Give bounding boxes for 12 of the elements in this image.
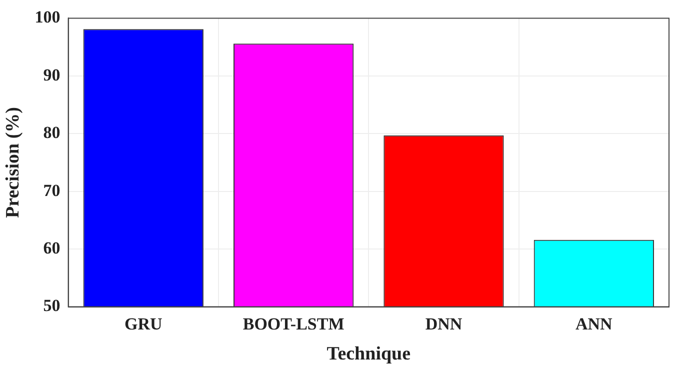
y-tick-label: 80	[43, 123, 60, 142]
x-tick-label: DNN	[425, 314, 463, 334]
y-tick-label: 70	[43, 180, 60, 200]
y-tick-label: 60	[43, 238, 60, 258]
y-tick-label: 90	[43, 65, 60, 84]
y-axis-title: Precision (%)	[2, 107, 24, 218]
y-tick-label: 100	[34, 8, 60, 27]
x-tick-label: BOOT-LSTM	[242, 314, 344, 334]
x-tick-label: ANN	[575, 314, 614, 334]
x-tick-label: GRU	[124, 314, 162, 334]
y-tick-label: 50	[43, 296, 60, 316]
x-axis-title: Technique	[326, 344, 411, 365]
